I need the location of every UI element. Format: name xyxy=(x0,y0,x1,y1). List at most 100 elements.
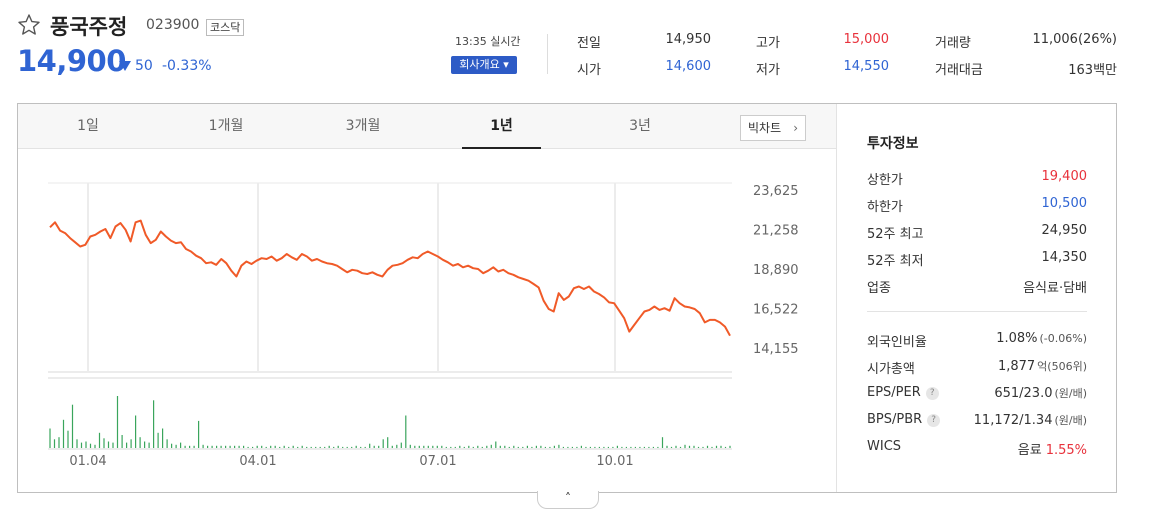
tab-1d[interactable]: 1일 xyxy=(77,118,99,134)
volume-bar xyxy=(162,428,164,448)
volume-bar xyxy=(135,415,137,448)
volume-bar xyxy=(517,446,519,448)
volume-bar xyxy=(319,446,321,448)
volume-bar xyxy=(711,446,713,448)
volume-bar xyxy=(616,445,618,448)
volume-bar xyxy=(495,441,497,448)
volume-bar xyxy=(720,445,722,448)
volume-bar xyxy=(414,445,416,448)
bigchart-button[interactable]: 빅차트 › xyxy=(740,115,806,141)
volume-bar xyxy=(315,446,317,448)
volume-bar xyxy=(715,445,718,448)
volume-bar xyxy=(126,442,128,448)
investment-value-sub: (원/배) xyxy=(1054,387,1087,400)
trade-value-label: 거래대금 xyxy=(935,63,983,78)
volume-bar xyxy=(229,445,231,448)
investment-value: 651/23.0 (원/배) xyxy=(994,385,1087,401)
volume-bar xyxy=(346,446,348,448)
volume-bar xyxy=(265,446,267,448)
volume-bar xyxy=(436,445,438,448)
volume-bar xyxy=(585,446,587,448)
volume-bar xyxy=(184,445,186,448)
volume-bar xyxy=(549,446,551,448)
volume-bar xyxy=(441,445,443,448)
volume-bar xyxy=(324,446,326,448)
volume-bar xyxy=(355,445,357,448)
favorite-star-icon[interactable] xyxy=(17,13,41,37)
volume-bar xyxy=(702,446,704,448)
volume-bar xyxy=(630,446,632,448)
volume-bar xyxy=(445,446,447,448)
investment-label-text: WICS xyxy=(867,439,902,454)
volume-bar xyxy=(693,445,695,448)
help-icon[interactable]: ? xyxy=(925,387,939,400)
investment-label: 시가총액 xyxy=(867,358,915,377)
volume-bar xyxy=(62,419,65,448)
volume-bar xyxy=(198,420,200,448)
volume-bar xyxy=(396,444,398,449)
investment-row: 52주 최저 14,350 xyxy=(850,250,1087,270)
investment-value: 24,950 xyxy=(1041,223,1088,238)
volume-value: 11,006(26%) xyxy=(1032,32,1117,47)
stock-code: 023900 xyxy=(146,17,200,33)
volume-bar xyxy=(288,446,290,448)
tab-3m[interactable]: 3개월 xyxy=(345,118,381,134)
investment-value: 음료 1.55% xyxy=(1018,439,1087,458)
volume-bar xyxy=(256,445,258,448)
volume-bar xyxy=(400,442,402,448)
tab-1y[interactable]: 1년 xyxy=(462,104,541,149)
investment-row: 52주 최고 24,950 xyxy=(850,223,1087,243)
investment-value-text: 1,877 xyxy=(997,359,1036,374)
investment-value-text: 1.08% xyxy=(996,331,1038,346)
volume-bar xyxy=(571,446,573,448)
company-overview-button[interactable]: 회사개요 ▾ xyxy=(451,56,517,74)
investment-value: 14,350 xyxy=(1041,250,1088,265)
volume-bar xyxy=(71,404,74,448)
volume-bar xyxy=(729,445,731,448)
volume-bar xyxy=(94,444,96,449)
volume-bar xyxy=(666,445,668,448)
investment-label: 상한가 xyxy=(867,173,903,188)
open-value: 14,600 xyxy=(665,59,712,74)
tab-1m[interactable]: 1개월 xyxy=(208,118,244,134)
volume-bar xyxy=(675,445,677,448)
prev-close-label: 전일 xyxy=(577,36,601,51)
investment-value: 1.08% (-0.06%) xyxy=(996,331,1087,346)
tab-3y[interactable]: 3년 xyxy=(629,118,651,134)
collapse-button[interactable]: ˄ xyxy=(537,491,599,509)
volume-bar xyxy=(369,443,371,448)
volume-bar xyxy=(175,444,177,449)
help-icon[interactable]: ? xyxy=(927,414,941,427)
volume-bar xyxy=(526,445,528,448)
change-percent: -0.33% xyxy=(162,58,212,74)
investment-value: 11,172/1.34 (원/배) xyxy=(974,412,1087,428)
market-badge: 코스닥 xyxy=(206,19,245,36)
volume-bar xyxy=(468,445,470,448)
investment-value: 1,877 억(506위) xyxy=(998,358,1087,374)
volume-bar xyxy=(657,446,659,448)
volume-bar xyxy=(499,445,501,448)
volume-bar xyxy=(378,445,380,448)
volume-bar xyxy=(382,439,384,448)
volume-bar xyxy=(107,441,110,448)
price-chart: 23,625 21,258 18,890 16,522 14,155 01.04 04.01… xyxy=(48,182,799,469)
volume-bar xyxy=(116,396,119,448)
volume-bar xyxy=(553,445,555,448)
investment-label: 52주 최저 xyxy=(867,254,924,269)
high-label: 고가 xyxy=(756,36,780,51)
volume-bar xyxy=(598,446,600,448)
volume-bar xyxy=(625,446,627,448)
volume-bar xyxy=(387,437,389,448)
volume-bar xyxy=(270,445,272,448)
volume-bar xyxy=(531,446,533,448)
investment-label: BPS/PBR? xyxy=(867,412,941,427)
volume-bar xyxy=(153,400,155,448)
volume-bar xyxy=(157,432,159,448)
volume-bar xyxy=(328,445,330,448)
x-tick-label: 01.04 xyxy=(69,454,106,469)
volume-bar xyxy=(621,446,623,448)
volume-bar xyxy=(283,445,285,448)
volume-bar xyxy=(225,445,227,448)
volume-bar xyxy=(193,445,195,448)
investment-label: 하한가 xyxy=(867,200,903,215)
